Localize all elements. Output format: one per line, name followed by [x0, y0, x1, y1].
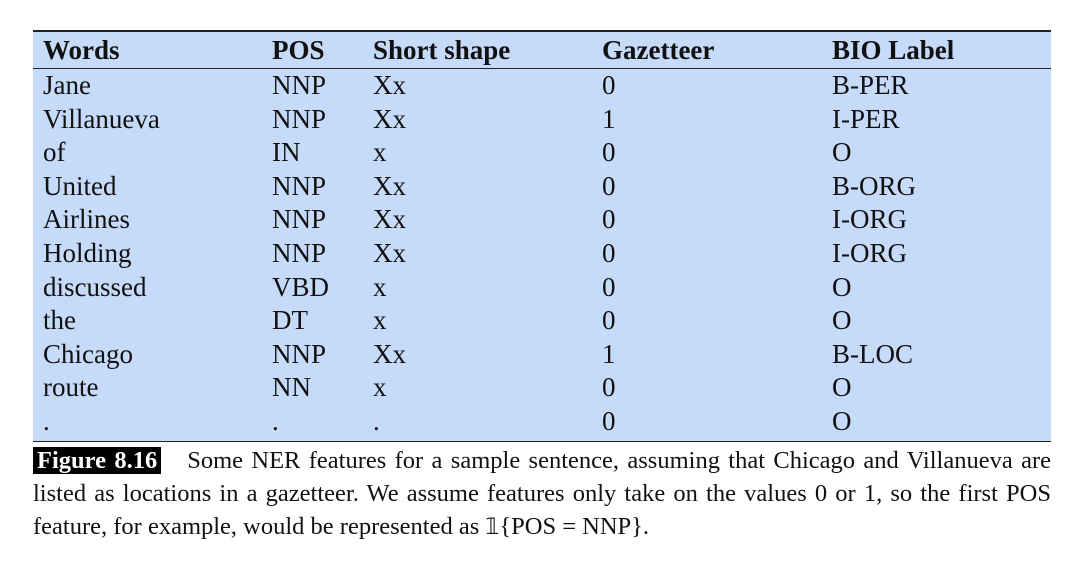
cell-word: United — [43, 170, 117, 201]
cell-pos: IN — [272, 137, 301, 168]
cell-gazetteer: 0 — [602, 204, 616, 235]
features-table-container: Words POS Short shape Gazetteer BIO Labe… — [33, 30, 1051, 442]
cell-gazetteer: 0 — [602, 170, 616, 201]
cell-gazetteer: 1 — [602, 338, 616, 369]
cell-bio-label: I-ORG — [832, 237, 907, 268]
cell-gazetteer: 0 — [602, 305, 616, 336]
cell-short-shape: Xx — [373, 170, 406, 201]
cell-pos: NNP — [272, 204, 327, 235]
cell-bio-label: O — [832, 372, 852, 403]
cell-gazetteer: 0 — [602, 70, 616, 100]
table-row: Holding NNP Xx 0 I-ORG — [33, 237, 1051, 271]
cell-short-shape: Xx — [373, 237, 406, 268]
cell-pos: . — [272, 405, 279, 436]
cell-word: Jane — [43, 70, 91, 100]
cell-pos: VBD — [272, 271, 330, 302]
cell-bio-label: O — [832, 137, 852, 168]
cell-pos: NNP — [272, 70, 327, 100]
table-row: route NN x 0 O — [33, 371, 1051, 405]
ner-features-table: Words POS Short shape Gazetteer BIO Labe… — [33, 32, 1051, 439]
cell-gazetteer: 1 — [602, 103, 616, 134]
table-row: Jane NNP Xx 0 B-PER — [33, 69, 1051, 103]
table-row: Villanueva NNP Xx 1 I-PER — [33, 103, 1051, 137]
cell-short-shape: x — [373, 137, 387, 168]
cell-word: Holding — [43, 237, 132, 268]
table-row: of IN x 0 O — [33, 136, 1051, 170]
table-row: United NNP Xx 0 B-ORG — [33, 170, 1051, 204]
cell-bio-label: O — [832, 271, 852, 302]
header-words: Words — [33, 32, 272, 69]
cell-bio-label: I-ORG — [832, 204, 907, 235]
table-row: the DT x 0 O — [33, 304, 1051, 338]
header-bio-label: BIO Label — [832, 32, 1051, 69]
cell-gazetteer: 0 — [602, 271, 616, 302]
table-row: discussed VBD x 0 O — [33, 271, 1051, 305]
cell-bio-label: O — [832, 305, 852, 336]
cell-pos: NNP — [272, 237, 327, 268]
cell-word: route — [43, 372, 99, 403]
cell-word: the — [43, 305, 76, 336]
figure-label: Figure 8.16 — [33, 447, 162, 474]
cell-pos: NNP — [272, 103, 327, 134]
cell-word: discussed — [43, 271, 147, 302]
cell-short-shape: Xx — [373, 70, 406, 100]
cell-pos: NNP — [272, 170, 327, 201]
cell-bio-label: B-LOC — [832, 338, 913, 369]
table-row: Chicago NNP Xx 1 B-LOC — [33, 338, 1051, 372]
cell-short-shape: x — [373, 271, 387, 302]
cell-bio-label: I-PER — [832, 103, 900, 134]
table-header-row: Words POS Short shape Gazetteer BIO Labe… — [33, 32, 1051, 69]
cell-short-shape: Xx — [373, 103, 406, 134]
cell-word: of — [43, 137, 66, 168]
indicator-symbol: 𝟙 — [485, 515, 500, 540]
cell-gazetteer: 0 — [602, 137, 616, 168]
cell-gazetteer: 0 — [602, 237, 616, 268]
cell-pos: DT — [272, 305, 308, 336]
cell-bio-label: B-PER — [832, 70, 909, 100]
table-row: . . . 0 O — [33, 405, 1051, 439]
table-row: Airlines NNP Xx 0 I-ORG — [33, 203, 1051, 237]
figure-caption: Figure 8.16 Some NER features for a sampl… — [33, 444, 1051, 544]
cell-short-shape: x — [373, 372, 387, 403]
header-gazetteer: Gazetteer — [602, 32, 832, 69]
cell-pos: NN — [272, 372, 311, 403]
header-pos: POS — [272, 32, 373, 69]
caption-formula: {POS = NNP}. — [499, 513, 650, 540]
header-short-shape: Short shape — [373, 32, 602, 69]
cell-gazetteer: 0 — [602, 372, 616, 403]
cell-word: Airlines — [43, 204, 130, 235]
cell-short-shape: Xx — [373, 338, 406, 369]
cell-short-shape: . — [373, 405, 380, 436]
cell-word: Chicago — [43, 338, 133, 369]
cell-short-shape: x — [373, 305, 387, 336]
cell-short-shape: Xx — [373, 204, 406, 235]
cell-bio-label: O — [832, 405, 852, 436]
cell-gazetteer: 0 — [602, 405, 616, 436]
cell-word: . — [43, 405, 50, 436]
cell-bio-label: B-ORG — [832, 170, 917, 201]
caption-text: Some NER features for a sample sentence,… — [33, 447, 1051, 540]
cell-word: Villanueva — [43, 103, 160, 134]
cell-pos: NNP — [272, 338, 327, 369]
